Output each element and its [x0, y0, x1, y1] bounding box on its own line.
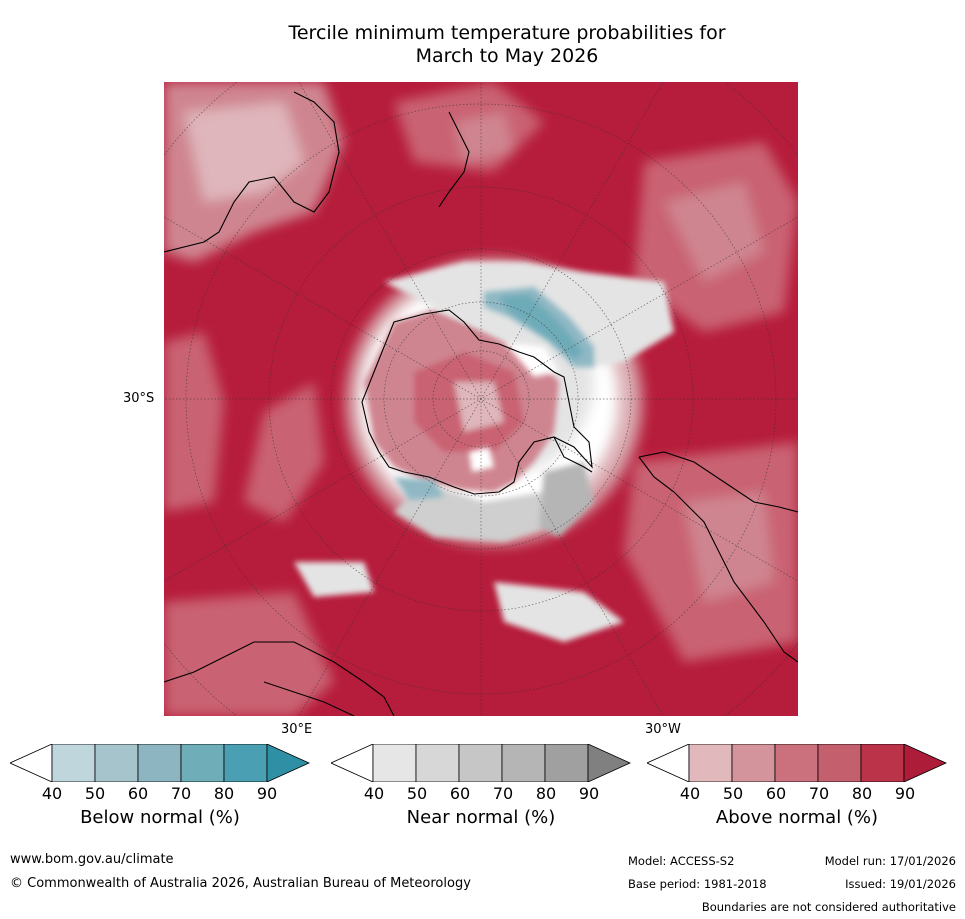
colorbar-below-normal-swatches — [10, 744, 310, 782]
lat-label-30s: 30°S — [123, 391, 155, 406]
below-tick: 80 — [213, 784, 235, 803]
lon-label-30w: 30°W — [645, 722, 681, 737]
near-tick: 90 — [578, 784, 600, 803]
footer-copyright: © Commonwealth of Australia 2026, Austra… — [10, 876, 471, 891]
below-tick: 40 — [41, 784, 63, 803]
below-swatch-90-plus — [266, 744, 310, 782]
near-swatch-80-90 — [544, 744, 589, 782]
footer-base-period: Base period: 1981-2018 — [628, 877, 767, 891]
above-tick: 60 — [765, 784, 787, 803]
near-tick: 60 — [449, 784, 471, 803]
above-tick: 70 — [808, 784, 830, 803]
below-tick: 50 — [84, 784, 106, 803]
below-swatch-50-60 — [94, 744, 139, 782]
title-line-1: Tercile minimum temperature probabilitie… — [288, 22, 726, 44]
near-tick: 50 — [406, 784, 428, 803]
antarctica-interior — [364, 310, 559, 492]
colorbar-above-normal — [647, 744, 947, 782]
colorbar-near-normal-swatches — [331, 744, 631, 782]
colorbar-below-normal — [10, 744, 310, 782]
colorbar-above-normal-title: Above normal (%) — [715, 807, 879, 828]
lon-label-30e: 30°E — [281, 722, 313, 737]
near-tick: 70 — [492, 784, 514, 803]
colorbar-above-normal-swatches — [647, 744, 947, 782]
colorbar-near-normal — [331, 744, 631, 782]
above-normal-patches — [164, 82, 798, 716]
title-line-2: March to May 2026 — [415, 45, 599, 67]
footer-disclaimer: Boundaries are not considered authoritat… — [701, 900, 956, 914]
above-tick: 50 — [722, 784, 744, 803]
near-swatch-50-60 — [415, 744, 460, 782]
below-tick: 70 — [170, 784, 192, 803]
footer-model-run: Model run: 17/01/2026 — [824, 854, 956, 868]
near-swatch-70-80 — [501, 744, 546, 782]
graticule — [164, 82, 798, 716]
near-tick: 80 — [535, 784, 557, 803]
near-tick: 40 — [363, 784, 385, 803]
above-tick: 40 — [679, 784, 701, 803]
below-tick: 60 — [127, 784, 149, 803]
above-tick: 90 — [894, 784, 916, 803]
near-swatch-40-50 — [372, 744, 417, 782]
below-swatch-60-70 — [137, 744, 182, 782]
above-swatch-60-70 — [774, 744, 819, 782]
footer-issued: Issued: 19/01/2026 — [845, 877, 956, 891]
above-tick: 80 — [851, 784, 873, 803]
probability-map — [164, 82, 798, 716]
above-swatch-50-60 — [731, 744, 776, 782]
above-swatch-70-80 — [817, 744, 862, 782]
near-swatch-60-70 — [458, 744, 503, 782]
below-swatch-80-90 — [223, 744, 268, 782]
below-tick: 90 — [256, 784, 278, 803]
below-swatch-40-50 — [51, 744, 96, 782]
above-swatch-80-90 — [860, 744, 905, 782]
footer-website-link[interactable]: www.bom.gov.au/climate — [10, 852, 174, 867]
colorbar-below-normal-title: Below normal (%) — [80, 807, 240, 828]
footer-model: Model: ACCESS-S2 — [628, 854, 735, 868]
coastlines — [164, 91, 798, 716]
below-swatch-70-80 — [180, 744, 225, 782]
near-swatch-90-plus — [587, 744, 631, 782]
white-patches — [469, 342, 559, 472]
above-swatch-40-50 — [688, 744, 733, 782]
colorbar-near-normal-title: Near normal (%) — [406, 807, 556, 828]
map-title: Tercile minimum temperature probabilitie… — [0, 22, 965, 68]
above-swatch-90-plus — [903, 744, 947, 782]
